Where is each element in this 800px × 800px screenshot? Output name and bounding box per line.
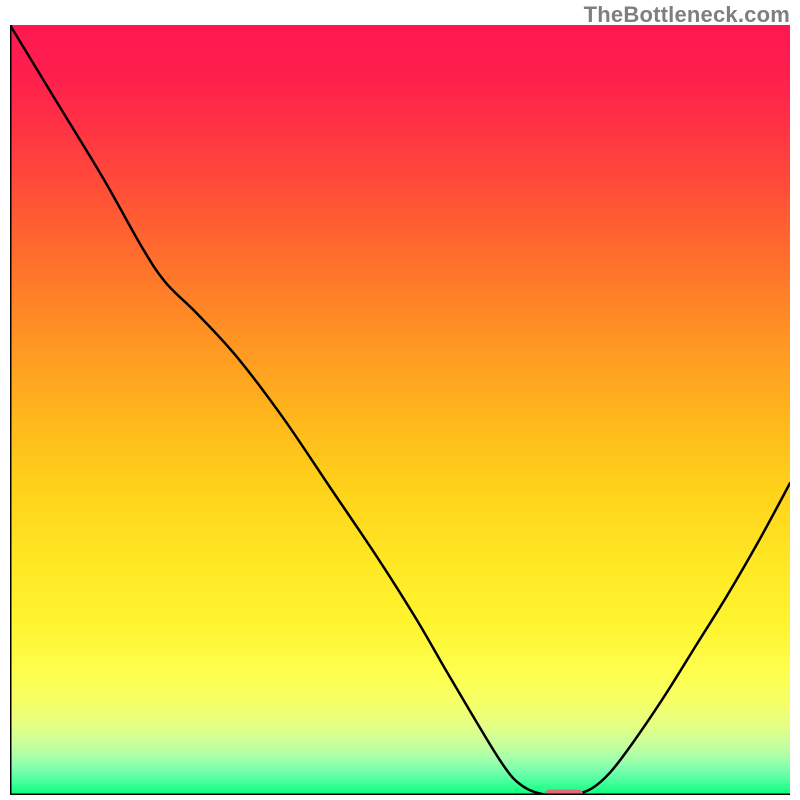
chart-svg (10, 25, 790, 795)
chart-container: { "watermark": { "text": "TheBottleneck.… (0, 0, 800, 800)
bottleneck-curve (10, 25, 790, 795)
plot-area (10, 25, 790, 795)
